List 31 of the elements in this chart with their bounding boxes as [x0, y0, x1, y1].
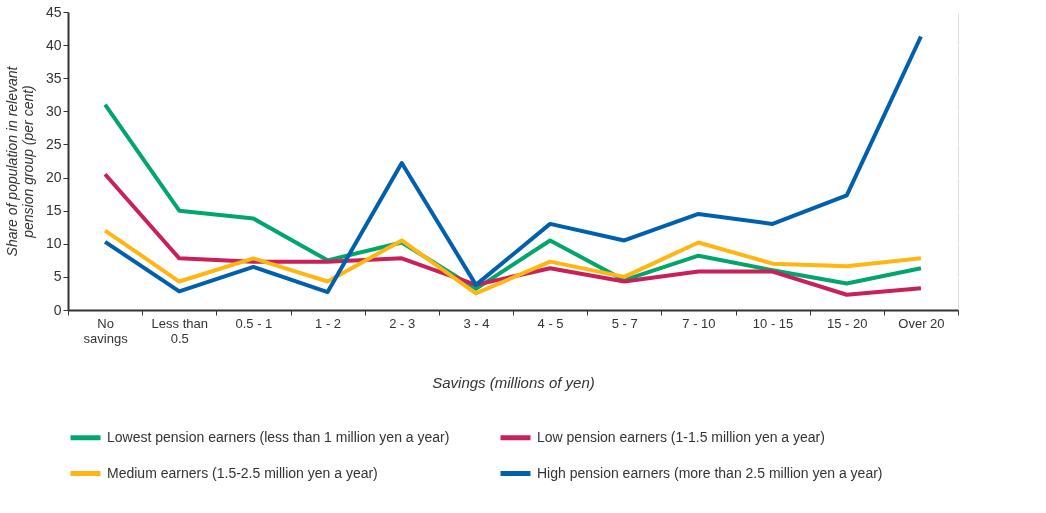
line-series [103, 172, 923, 297]
x-tick-label: 0.5 - 1 [235, 315, 273, 331]
legend-label: High pension earners (more than 2.5 million yen a year) [537, 464, 883, 481]
y-tick-label: 20 [45, 169, 62, 186]
y-tick-label: 0 [53, 301, 62, 318]
line-series [103, 34, 923, 295]
y-tick-label: 35 [45, 69, 62, 86]
x-tick-label: Over 20 [898, 315, 945, 331]
x-tick-label: 7 - 10 [682, 315, 716, 331]
y-tick-label: 30 [45, 102, 62, 119]
x-tick-label: 2 - 3 [389, 315, 416, 331]
x-axis-title: Savings (millions of yen) [432, 373, 595, 391]
legend-label: Medium earners (1.5-2.5 million yen a year) [107, 464, 378, 481]
x-tick-label: 15 - 20 [827, 315, 868, 331]
y-tick-label: 10 [45, 235, 62, 252]
x-tick-label: 3 - 4 [463, 315, 490, 331]
line-series [103, 228, 923, 296]
x-tick-label: Less than 0.5 [151, 315, 208, 346]
x-tick-label: 10 - 15 [752, 315, 794, 331]
y-axis-title: Share of population in relevant pension group (per cent) [3, 65, 36, 257]
x-tick-label: 1 - 2 [315, 315, 342, 331]
y-tick-label: 15 [45, 202, 62, 219]
y-tick-label: 5 [53, 268, 62, 285]
y-tick-label: 45 [45, 3, 62, 20]
legend-label: Low pension earners (1-1.5 million yen a year) [537, 428, 825, 445]
x-tick-label: 5 - 7 [611, 315, 638, 331]
x-tick-label: 4 - 5 [537, 315, 564, 331]
x-tick-label: No savings [83, 315, 129, 346]
legend-label: Lowest pension earners (less than 1 million yen a year) [107, 428, 450, 445]
y-tick-label: 25 [45, 135, 62, 152]
y-tick-label: 40 [45, 36, 62, 53]
